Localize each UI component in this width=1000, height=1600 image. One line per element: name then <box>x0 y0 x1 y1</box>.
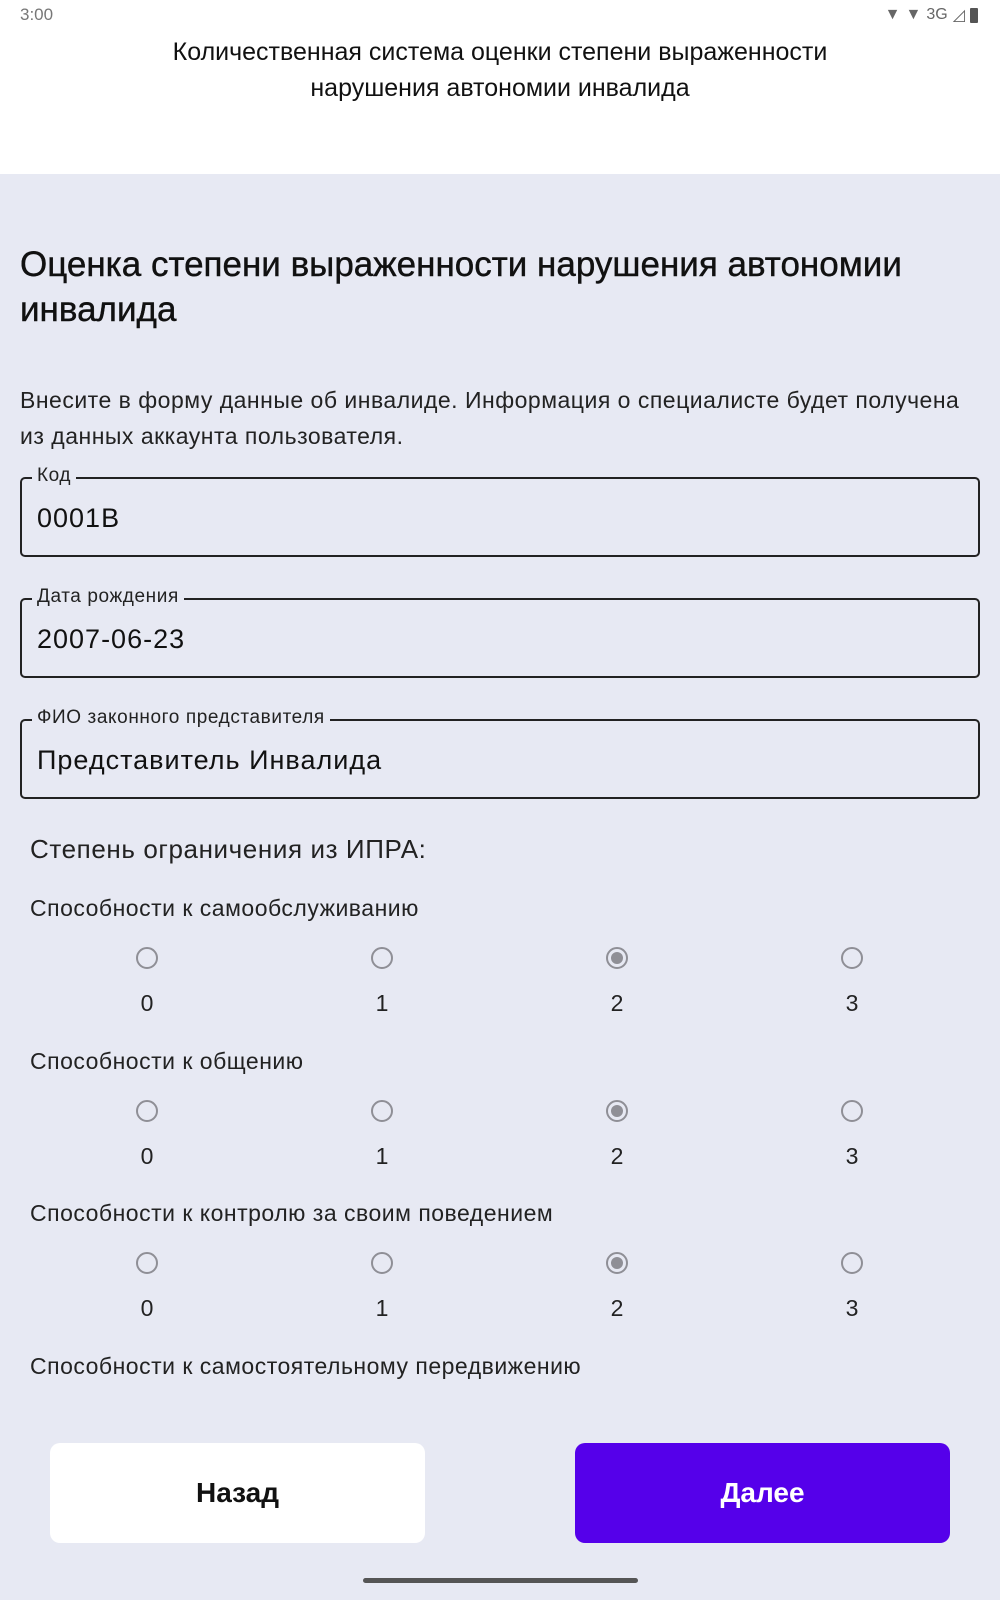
radio-label: 0 <box>140 1295 154 1321</box>
battery-icon <box>970 7 978 23</box>
radio-label: 2 <box>610 1295 624 1321</box>
next-button[interactable]: Далее <box>575 1443 950 1543</box>
intro-text: Внесите в форму данные об инвалиде. Инфо… <box>20 387 960 449</box>
radio-1[interactable] <box>371 1099 393 1122</box>
radio-3[interactable] <box>841 1099 863 1122</box>
field-value: 0001В <box>37 503 121 533</box>
cell-signal-icon: ◿ <box>952 7 965 24</box>
field-label: Дата рождения <box>32 586 184 608</box>
form-scroll-area[interactable]: Оценка степени выраженности нарушения ав… <box>0 174 1000 1380</box>
radio-label: 1 <box>375 1142 389 1169</box>
radio-0[interactable] <box>136 1252 158 1274</box>
back-button[interactable]: Назад <box>50 1443 425 1543</box>
field-label: Код <box>32 465 77 487</box>
wifi-icon: ▼ <box>884 6 901 23</box>
radio-label: 3 <box>845 1142 859 1169</box>
radio-label: 3 <box>845 1295 859 1321</box>
radio-label: 0 <box>140 1142 154 1169</box>
birthdate-field[interactable]: Дата рождения 2007-06-23 <box>20 586 980 678</box>
page-title: Оценка степени выраженности нарушения ав… <box>20 245 902 329</box>
home-handle[interactable] <box>363 1578 638 1583</box>
app-title: Количественная система оценки степени вы… <box>172 38 828 102</box>
status-icons: ▼ ▼ 3G ◿ <box>885 5 978 25</box>
radio-3[interactable] <box>841 1252 863 1274</box>
field-value: Представитель Инвалида <box>37 745 383 775</box>
radio-label: 1 <box>375 990 389 1016</box>
field-value: 2007-06-23 <box>37 624 186 654</box>
radio-3[interactable] <box>841 947 863 969</box>
radio-label: 1 <box>375 1295 389 1321</box>
group-label: Способности к контролю за своим поведени… <box>30 1200 554 1226</box>
group-label: Способности к общению <box>30 1047 304 1074</box>
radio-0[interactable] <box>136 947 158 969</box>
radio-label: 2 <box>610 990 624 1016</box>
radio-0[interactable] <box>136 1099 158 1122</box>
radio-2[interactable] <box>606 947 628 969</box>
group-label: Способности к самообслуживанию <box>30 895 419 921</box>
status-time: 3:00 <box>20 5 54 24</box>
representative-field[interactable]: ФИО законного представителя Представител… <box>20 707 980 799</box>
radio-2[interactable] <box>606 1252 628 1274</box>
radio-2[interactable] <box>606 1099 628 1122</box>
app-header: 3:00 ▼ ▼ 3G ◿ Количественная система оце… <box>0 0 1000 174</box>
radio-label: 3 <box>845 990 859 1016</box>
radio-1[interactable] <box>371 1252 393 1274</box>
network-type: 3G <box>926 6 948 23</box>
radio-1[interactable] <box>371 947 393 969</box>
group-label: Способности к самостоятельному передвиже… <box>30 1352 582 1379</box>
radio-label: 0 <box>140 990 154 1016</box>
code-field[interactable]: Код 0001В <box>20 465 980 557</box>
signal-icon: ▼ <box>905 6 922 23</box>
section-title: Степень ограничения из ИПРА: <box>30 834 427 864</box>
radio-label: 2 <box>610 1142 624 1169</box>
field-label: ФИО законного представителя <box>32 707 330 729</box>
